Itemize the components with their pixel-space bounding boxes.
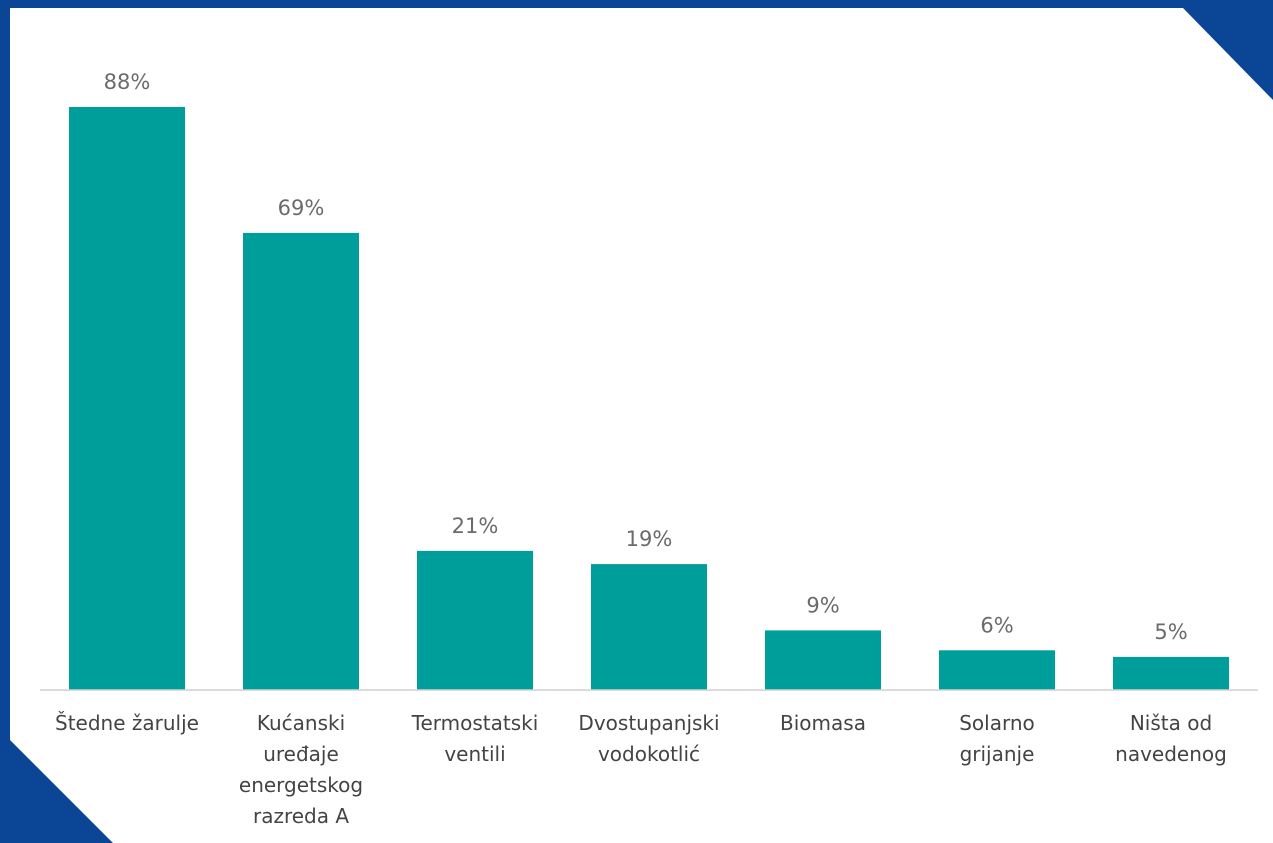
category-label-line: Termostatski bbox=[411, 711, 539, 735]
bar-5 bbox=[765, 630, 881, 690]
category-label-1: Štedne žarulje bbox=[55, 711, 199, 735]
category-label-5: Biomasa bbox=[780, 711, 866, 735]
category-label-line: grijanje bbox=[960, 742, 1035, 766]
category-label-line: navedenog bbox=[1115, 742, 1227, 766]
bar-7 bbox=[1113, 656, 1229, 690]
category-label-line: uređaje bbox=[263, 742, 339, 766]
value-label-3: 21% bbox=[452, 514, 499, 538]
category-label-line: Kućanski bbox=[257, 711, 345, 735]
category-label-3: Termostatski ventili bbox=[411, 711, 539, 766]
category-label-6: Solarno grijanje bbox=[959, 711, 1035, 766]
category-label-line: energetskog bbox=[239, 773, 363, 797]
category-label-line: Biomasa bbox=[780, 711, 866, 735]
category-label-line: vodokotlić bbox=[598, 742, 700, 766]
value-labels-group: 88% 69% 21% 19% 9% 6% 5% bbox=[104, 70, 1188, 644]
bar-3 bbox=[417, 550, 533, 690]
value-label-4: 19% bbox=[626, 527, 673, 551]
bars-group bbox=[69, 107, 1229, 691]
bar-4 bbox=[591, 564, 707, 690]
category-label-line: razreda A bbox=[253, 804, 349, 828]
category-label-7: Ništa od navedenog bbox=[1115, 711, 1227, 766]
category-label-line: Solarno bbox=[959, 711, 1035, 735]
category-label-line: Ništa od bbox=[1130, 711, 1212, 735]
bar-6 bbox=[939, 650, 1055, 691]
value-label-6: 6% bbox=[980, 613, 1013, 637]
value-label-5: 9% bbox=[806, 593, 839, 617]
category-label-4: Dvostupanjski vodokotlić bbox=[578, 711, 719, 766]
bar-1 bbox=[69, 107, 185, 690]
category-label-line: ventili bbox=[444, 742, 505, 766]
category-labels-group: Štedne žarulje Kućanski uređaje energetskog… bbox=[55, 711, 1227, 828]
value-label-7: 5% bbox=[1154, 620, 1187, 644]
value-label-2: 69% bbox=[278, 196, 325, 220]
category-label-line: Štedne žarulje bbox=[55, 711, 199, 735]
category-label-line: Dvostupanjski bbox=[578, 711, 719, 735]
category-label-2: Kućanski uređaje energetskog razreda A bbox=[239, 711, 363, 828]
bar-2 bbox=[243, 232, 359, 690]
value-label-1: 88% bbox=[104, 70, 151, 94]
